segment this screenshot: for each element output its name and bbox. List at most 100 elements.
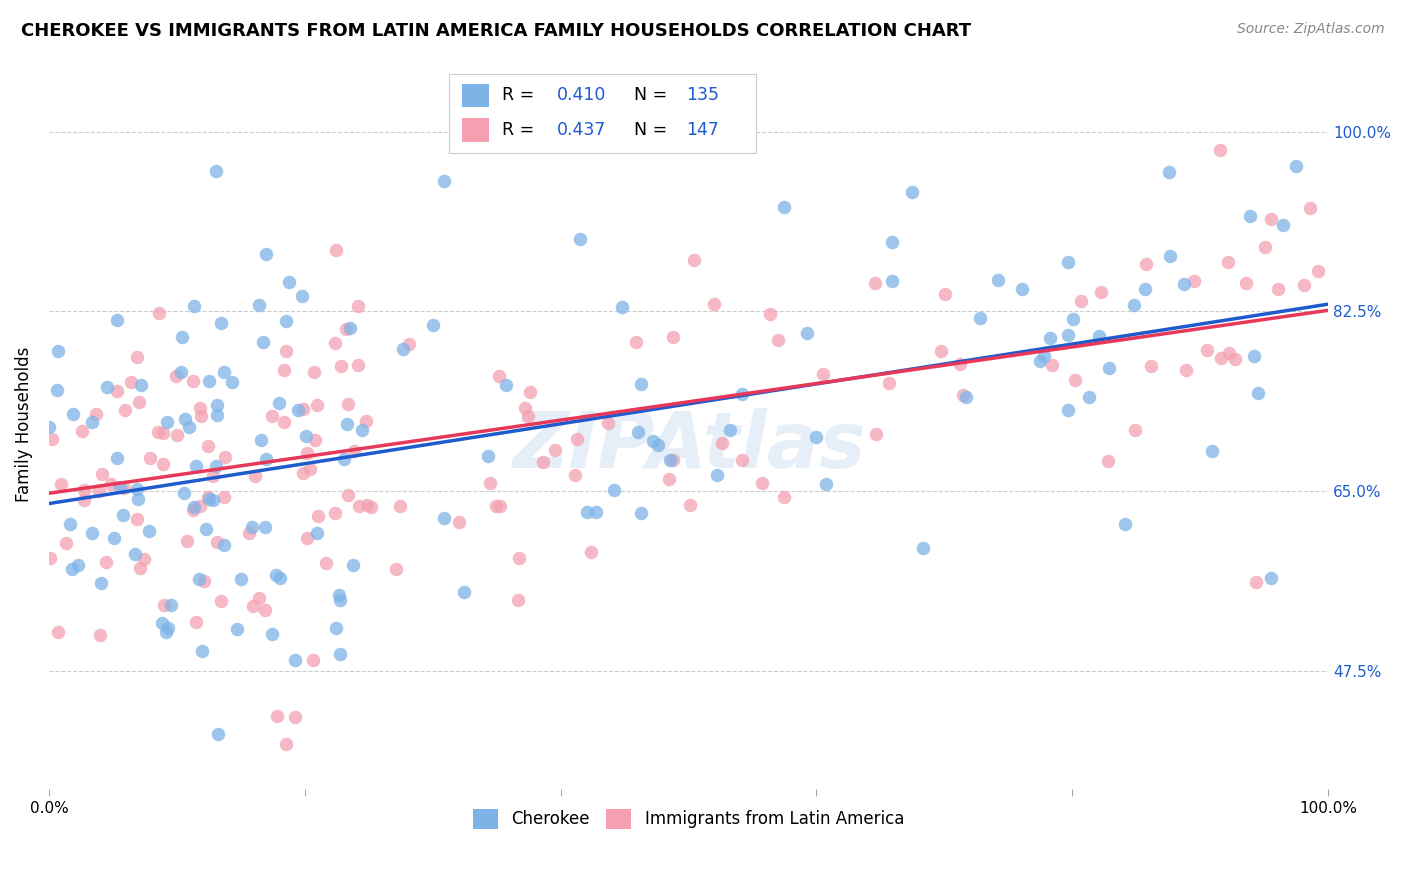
Point xyxy=(39,551,62,566)
Point xyxy=(198,374,221,388)
Point xyxy=(152,425,174,440)
Point xyxy=(865,427,887,442)
Point xyxy=(205,408,228,422)
Point xyxy=(1114,517,1136,532)
Point xyxy=(336,417,359,431)
Point xyxy=(1070,294,1092,309)
Point xyxy=(305,526,328,541)
Point xyxy=(1201,444,1223,458)
Point xyxy=(105,450,128,465)
Point xyxy=(273,362,295,376)
Point xyxy=(274,344,297,359)
Point xyxy=(865,276,887,290)
Point xyxy=(987,272,1010,286)
Point xyxy=(579,544,602,558)
Point xyxy=(911,541,934,556)
Point xyxy=(84,407,107,421)
Point xyxy=(254,520,277,534)
Point xyxy=(170,330,193,344)
Point xyxy=(80,415,103,429)
Point xyxy=(718,423,741,437)
Point xyxy=(173,486,195,500)
Point xyxy=(183,299,205,313)
Point xyxy=(1218,346,1240,360)
Point xyxy=(46,625,69,640)
Point xyxy=(1260,571,1282,585)
Point xyxy=(811,367,834,381)
Point xyxy=(1306,264,1329,278)
Point xyxy=(96,380,118,394)
Point xyxy=(347,499,370,513)
Point xyxy=(59,517,82,532)
Point xyxy=(72,493,94,508)
Point xyxy=(127,492,149,507)
Point xyxy=(388,840,411,855)
Point xyxy=(291,401,314,416)
Point xyxy=(1064,373,1087,387)
Point xyxy=(385,562,408,576)
Point xyxy=(796,326,818,340)
Point xyxy=(449,515,471,529)
Point xyxy=(955,390,977,404)
Point xyxy=(949,357,972,371)
Point xyxy=(543,442,565,457)
Point xyxy=(291,288,314,302)
Point xyxy=(247,297,270,311)
Point xyxy=(252,334,274,349)
Point xyxy=(80,526,103,541)
Point xyxy=(73,483,96,497)
Point xyxy=(1057,254,1080,268)
Point xyxy=(148,306,170,320)
Point xyxy=(1088,328,1111,343)
Point xyxy=(221,376,243,390)
Point xyxy=(877,376,900,391)
Point xyxy=(711,435,734,450)
Point xyxy=(174,412,197,426)
Point xyxy=(226,623,249,637)
Point xyxy=(1056,328,1078,343)
Point xyxy=(198,491,221,506)
Point xyxy=(1247,385,1270,400)
Point xyxy=(969,311,991,326)
Point xyxy=(1062,312,1084,326)
Point xyxy=(284,709,307,723)
Point xyxy=(330,359,353,373)
Point xyxy=(249,433,271,447)
Point xyxy=(138,524,160,538)
Point xyxy=(212,490,235,504)
Point xyxy=(214,450,236,465)
Point xyxy=(758,307,780,321)
Point xyxy=(1244,574,1267,589)
Point xyxy=(731,453,754,467)
Point xyxy=(197,439,219,453)
Point xyxy=(188,401,211,416)
Point xyxy=(212,365,235,379)
Point xyxy=(1033,349,1056,363)
Point xyxy=(269,571,291,585)
Point xyxy=(880,235,903,249)
Point xyxy=(360,500,382,514)
Point xyxy=(274,738,297,752)
Point xyxy=(643,434,665,448)
Point xyxy=(751,475,773,490)
Point xyxy=(478,475,501,490)
Point xyxy=(284,653,307,667)
Point xyxy=(662,452,685,467)
Point xyxy=(488,369,510,384)
Point xyxy=(91,467,114,482)
Point xyxy=(1042,358,1064,372)
Point xyxy=(297,446,319,460)
Point xyxy=(201,469,224,483)
Point xyxy=(128,395,150,409)
Point xyxy=(1077,391,1099,405)
Point xyxy=(45,383,67,397)
Point xyxy=(1011,282,1033,296)
Point xyxy=(934,287,956,301)
Point xyxy=(188,499,211,513)
Point xyxy=(100,477,122,491)
Point xyxy=(267,395,290,409)
Point xyxy=(307,509,329,524)
Point xyxy=(533,455,555,469)
Point xyxy=(323,506,346,520)
Point xyxy=(105,384,128,398)
